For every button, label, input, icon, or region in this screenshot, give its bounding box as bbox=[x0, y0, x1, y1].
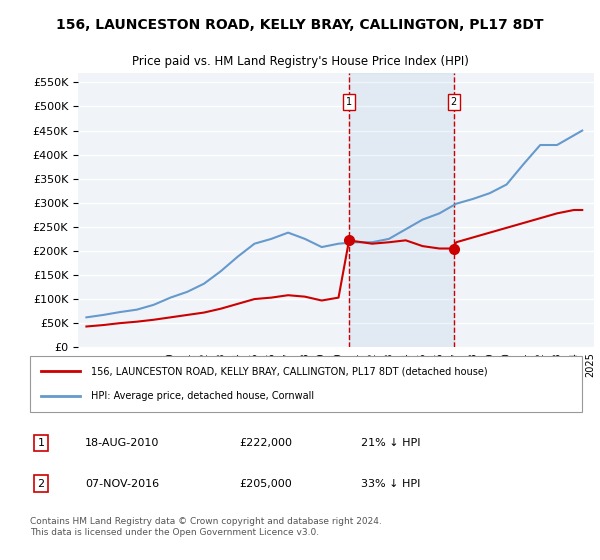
FancyBboxPatch shape bbox=[30, 356, 582, 412]
Text: £205,000: £205,000 bbox=[240, 479, 293, 489]
Bar bbox=[349, 73, 454, 347]
Text: HPI: Average price, detached house, Cornwall: HPI: Average price, detached house, Corn… bbox=[91, 391, 314, 401]
Text: 2: 2 bbox=[37, 479, 44, 489]
Text: 156, LAUNCESTON ROAD, KELLY BRAY, CALLINGTON, PL17 8DT (detached house): 156, LAUNCESTON ROAD, KELLY BRAY, CALLIN… bbox=[91, 366, 487, 376]
Text: £222,000: £222,000 bbox=[240, 438, 293, 448]
Text: Contains HM Land Registry data © Crown copyright and database right 2024.
This d: Contains HM Land Registry data © Crown c… bbox=[30, 517, 382, 536]
Text: 1: 1 bbox=[346, 97, 352, 107]
Text: 07-NOV-2016: 07-NOV-2016 bbox=[85, 479, 160, 489]
Text: 1: 1 bbox=[38, 438, 44, 448]
Text: 33% ↓ HPI: 33% ↓ HPI bbox=[361, 479, 421, 489]
Text: 156, LAUNCESTON ROAD, KELLY BRAY, CALLINGTON, PL17 8DT: 156, LAUNCESTON ROAD, KELLY BRAY, CALLIN… bbox=[56, 18, 544, 32]
Text: 2: 2 bbox=[451, 97, 457, 107]
Text: 18-AUG-2010: 18-AUG-2010 bbox=[85, 438, 160, 448]
Text: 21% ↓ HPI: 21% ↓ HPI bbox=[361, 438, 421, 448]
Text: Price paid vs. HM Land Registry's House Price Index (HPI): Price paid vs. HM Land Registry's House … bbox=[131, 55, 469, 68]
